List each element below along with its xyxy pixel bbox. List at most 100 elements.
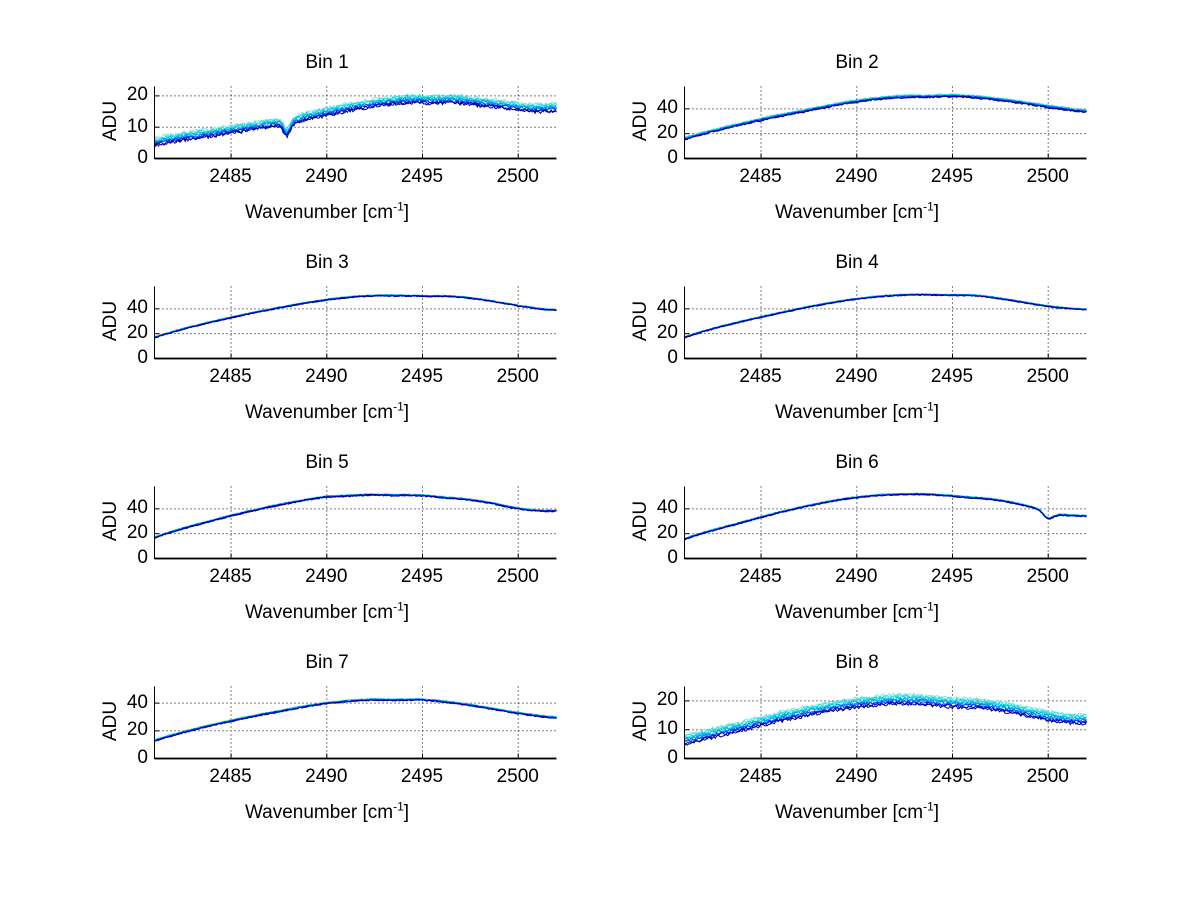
plot-panel-bin-8: Bin 8 ADU Wavenumber [cm-1] 0 10 20 2485 2490 24… <box>622 652 1092 842</box>
spectrum-trace <box>154 294 557 339</box>
plot-area-bin-6 <box>684 486 1087 560</box>
panel-title-bin-7: Bin 7 <box>305 652 349 673</box>
x-axis-label-suffix: ] <box>403 202 410 223</box>
plot-panel-bin-6: Bin 6 ADU Wavenumber [cm-1] 0 20 40 2485 2490 24… <box>622 452 1092 642</box>
spectrum-trace <box>154 698 557 742</box>
plot-panel-bin-4: Bin 4 ADU Wavenumber [cm-1] 0 20 40 2485 2490 24… <box>622 252 1092 442</box>
x-axis-label-exponent: -1 <box>393 599 404 614</box>
y-tick-label: 40 <box>126 497 148 519</box>
x-axis-label: Wavenumber [cm-1] <box>622 601 1092 624</box>
spectrum-trace <box>154 98 557 146</box>
y-tick-label: 10 <box>656 718 678 740</box>
spectrum-trace <box>154 698 557 742</box>
spectrum-trace <box>684 493 1087 541</box>
spectrum-trace <box>684 293 1087 338</box>
x-axis-label-suffix: ] <box>933 402 940 423</box>
plot-area-bin-1 <box>154 86 557 160</box>
panel-title-bin-1: Bin 1 <box>305 52 349 73</box>
x-tick-label: 2500 <box>496 566 539 587</box>
x-tick-label: 2485 <box>739 766 782 787</box>
spectrum-trace <box>684 94 1087 139</box>
y-tick-label: 0 <box>667 347 678 368</box>
y-tick-label: 40 <box>126 691 148 713</box>
x-tick-label: 2490 <box>305 766 348 787</box>
y-tick-label: 0 <box>137 347 148 368</box>
x-axis-label: Wavenumber [cm-1] <box>622 399 1092 424</box>
spectrum-trace <box>154 99 557 147</box>
spectrum-trace <box>684 93 1087 139</box>
spectrum-trace <box>154 698 557 742</box>
spectrum-trace <box>684 93 1087 139</box>
x-tick-label: 2485 <box>739 166 782 187</box>
x-tick-label: 2495 <box>400 366 444 387</box>
x-tick-label: 2495 <box>930 366 974 387</box>
y-tick-label: 20 <box>126 522 148 544</box>
x-tick-label: 2485 <box>739 366 782 387</box>
x-tick-label: 2500 <box>496 366 539 387</box>
plot-panel-bin-1: Bin 1 ADU Wavenumber [cm-1] 0 10 20 2485 2490 24… <box>92 52 562 242</box>
x-tick-label: 2495 <box>930 566 974 587</box>
panel-title-bin-2: Bin 2 <box>835 52 879 73</box>
y-tick-label: 20 <box>656 122 678 144</box>
spectrum-trace <box>154 493 557 539</box>
spectrum-trace <box>684 700 1087 745</box>
x-axis-label-prefix: Wavenumber [cm <box>774 202 924 223</box>
y-tick-label: 20 <box>126 84 148 106</box>
spectrum-trace <box>154 493 557 538</box>
x-axis-label-suffix: ] <box>933 802 940 823</box>
x-axis-label: Wavenumber [cm-1] <box>622 199 1092 224</box>
x-tick-label: 2485 <box>209 166 252 187</box>
spectrum-trace <box>154 697 557 741</box>
spectrum-trace <box>684 492 1087 539</box>
axis-spine <box>154 486 557 559</box>
spectrum-trace <box>154 697 557 741</box>
panel-title-bin-5: Bin 5 <box>305 452 349 473</box>
spectrum-trace <box>684 492 1087 540</box>
spectrum-trace <box>154 493 557 538</box>
x-tick-label: 2495 <box>400 166 444 187</box>
plot-panel-bin-5: Bin 5 ADU Wavenumber [cm-1] 0 20 40 2485 2490 24… <box>92 452 562 642</box>
x-axis-label-exponent: -1 <box>923 399 934 414</box>
spectrum-trace <box>684 492 1087 540</box>
panel-title-bin-4: Bin 4 <box>835 252 879 273</box>
spectrum-trace <box>154 100 557 148</box>
plot-panel-bin-7: Bin 7 ADU Wavenumber [cm-1] 0 20 40 2485 2490 24… <box>92 652 562 842</box>
spectrum-trace <box>154 493 557 539</box>
x-tick-label: 2490 <box>835 566 878 587</box>
spectrum-trace <box>154 698 557 742</box>
plot-area-bin-8 <box>684 686 1087 760</box>
x-tick-label: 2490 <box>835 766 878 787</box>
x-axis-label: Wavenumber [cm-1] <box>92 401 562 424</box>
x-tick-label: 2490 <box>305 366 348 387</box>
spectrum-trace <box>684 293 1087 338</box>
plot-area-bin-7 <box>154 686 557 760</box>
x-axis-label-exponent: -1 <box>393 799 404 814</box>
x-tick-label: 2500 <box>1026 566 1069 587</box>
x-axis-label: Wavenumber [cm-1] <box>622 799 1092 824</box>
x-axis-label: Wavenumber [cm-1] <box>92 199 562 224</box>
spectrum-trace <box>684 293 1087 338</box>
x-tick-label: 2490 <box>305 566 348 587</box>
plot-area-bin-5 <box>154 486 557 560</box>
x-axis-label-exponent: -1 <box>923 799 934 814</box>
spectrum-trace <box>684 293 1087 338</box>
spectrum-trace <box>154 294 557 338</box>
spectrum-trace <box>684 293 1087 338</box>
spectrum-trace <box>154 493 557 538</box>
spectrum-trace <box>684 697 1087 741</box>
x-axis-label-prefix: Wavenumber [cm <box>774 402 924 423</box>
x-axis-label-exponent: -1 <box>393 199 404 214</box>
x-axis-label-suffix: ] <box>403 602 410 623</box>
y-tick-label: 0 <box>137 747 148 768</box>
x-tick-label: 2485 <box>209 566 252 587</box>
x-axis-label-exponent: -1 <box>923 199 934 214</box>
axis-spine <box>154 686 557 759</box>
spectrum-trace <box>684 693 1087 738</box>
spectrum-trace <box>684 702 1087 747</box>
x-tick-label: 2490 <box>305 166 348 187</box>
x-tick-label: 2490 <box>835 166 878 187</box>
plot-panel-bin-3: Bin 3 ADU Wavenumber [cm-1] 0 20 40 2485 2490 24… <box>92 252 562 442</box>
y-tick-label: 40 <box>656 297 678 319</box>
x-axis-label-suffix: ] <box>403 802 410 823</box>
